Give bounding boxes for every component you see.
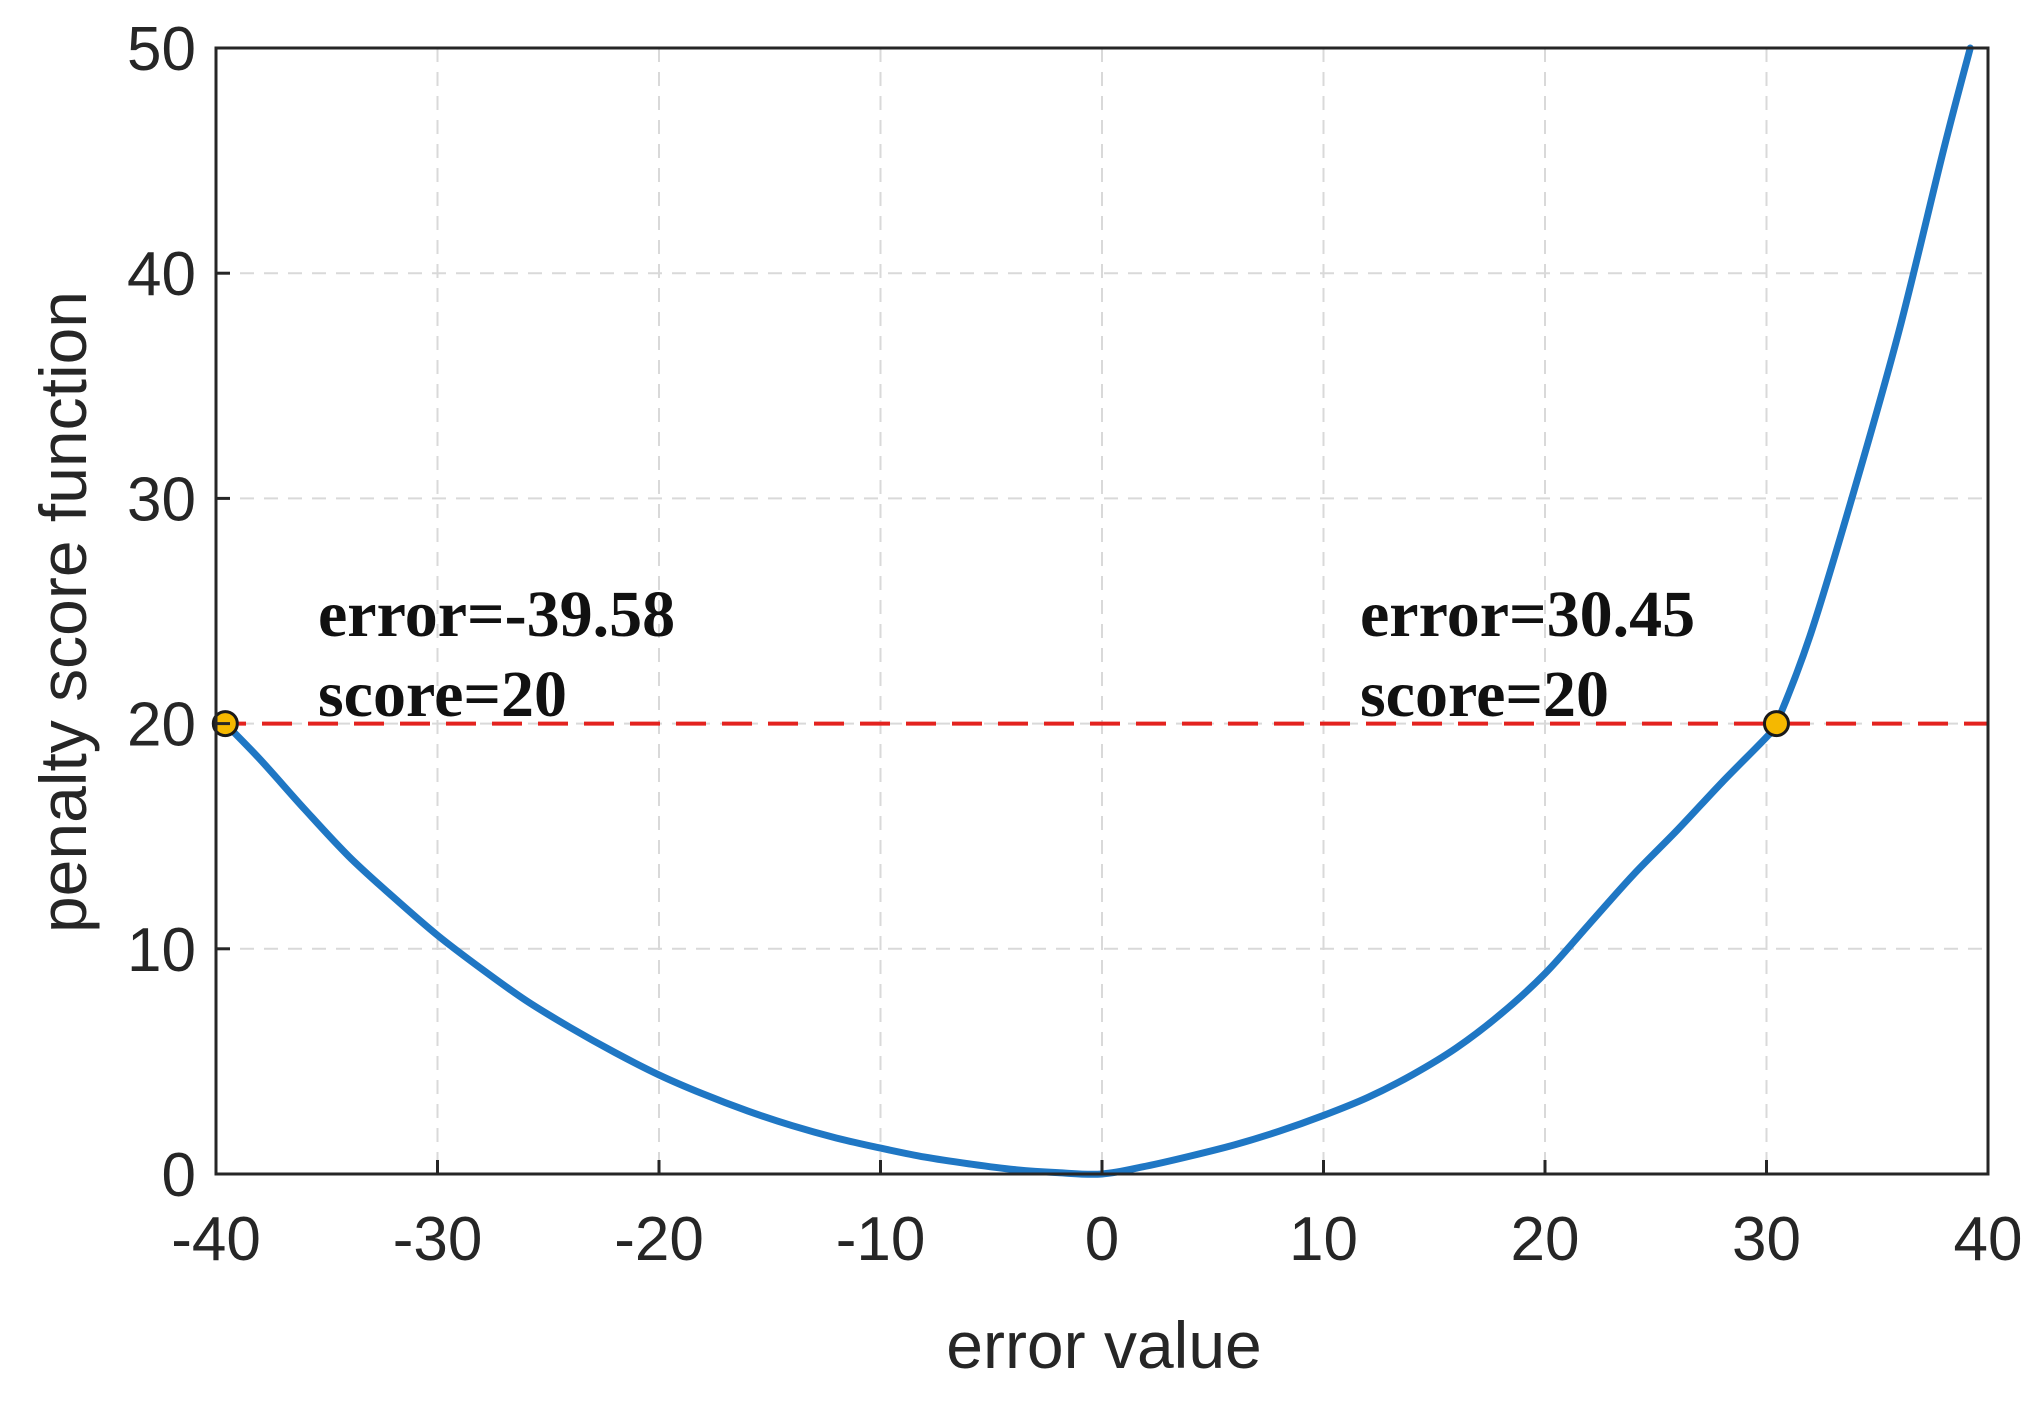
- x-tick-label: 40: [1954, 1205, 2023, 1274]
- x-tick-label: -30: [393, 1205, 483, 1274]
- x-axis-label: error value: [946, 1308, 1261, 1382]
- y-tick-label: 40: [127, 240, 196, 309]
- y-tick-label: 10: [127, 916, 196, 985]
- x-tick-label: 0: [1085, 1205, 1119, 1274]
- annotation-right-score: score=20: [1360, 658, 1609, 731]
- x-tick-label: 30: [1732, 1205, 1801, 1274]
- x-tick-label: -40: [171, 1205, 261, 1274]
- highlight-points: [211, 710, 1790, 738]
- annotation-left-error: error=-39.58: [318, 578, 675, 651]
- x-tick-label: 10: [1289, 1205, 1358, 1274]
- x-tick-label: -20: [614, 1205, 704, 1274]
- annotation-right-error: error=30.45: [1360, 578, 1695, 651]
- x-tick-labels: -40 -30 -20 -10 0 10 20 30 40: [171, 1205, 2022, 1274]
- x-tick-label: -10: [836, 1205, 926, 1274]
- y-tick-label: 30: [127, 465, 196, 534]
- x-tick-label: 20: [1511, 1205, 1580, 1274]
- y-tick-label: 20: [127, 691, 196, 760]
- tick-marks: [214, 46, 1990, 1176]
- annotation-left-score: score=20: [318, 658, 567, 731]
- y-tick-label: 0: [162, 1141, 196, 1210]
- y-axis-label: penalty score function: [26, 291, 100, 933]
- y-tick-label: 50: [127, 15, 196, 84]
- y-tick-labels: 0 10 20 30 40 50: [127, 15, 196, 1210]
- highlight-point: [1762, 710, 1790, 738]
